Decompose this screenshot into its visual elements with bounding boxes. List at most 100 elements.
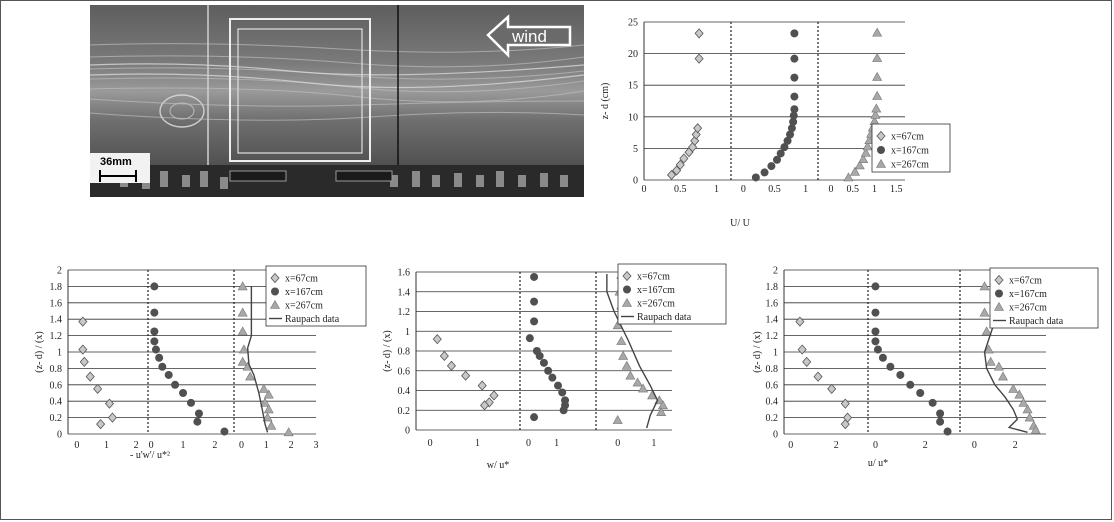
x-tick-label: 2	[212, 440, 217, 451]
legend-label: Raupach data	[637, 312, 692, 323]
series-x-67cm-point-2	[446, 360, 456, 371]
y-tick-label: 1.6	[766, 298, 779, 309]
series-x-267cm-point-4	[860, 147, 871, 157]
series-x-67cm-point-0	[78, 316, 88, 327]
series-x-167cm-point-4	[151, 345, 160, 354]
x-tick-label: 1	[803, 184, 808, 195]
series-x-167cm-point-14	[530, 413, 539, 422]
series-x-167cm-point-2	[530, 317, 539, 326]
series-x-167cm-point-8	[787, 124, 796, 133]
x-tick-label: 2	[289, 440, 294, 451]
series-x-67cm-point-0	[667, 169, 677, 181]
x-tick-label: 0	[788, 440, 793, 451]
legend-label: x=67cm	[891, 132, 924, 143]
series-x-167cm-point-3	[871, 337, 880, 346]
series-x-267cm-point-13	[283, 427, 294, 437]
series-x-67cm-point-3	[813, 371, 823, 382]
y-tick-label: 1.8	[766, 282, 779, 293]
y-tick-label: 0	[773, 430, 778, 441]
series-x-167cm-point-9	[554, 381, 562, 390]
x-tick-label: 0	[873, 440, 878, 451]
legend-marker-point-0	[270, 272, 280, 284]
series-x-267cm-point-2	[854, 160, 865, 170]
x-tick-label: 1	[554, 438, 559, 449]
legend-marker-point-2	[993, 301, 1005, 311]
photo-image: wind 36mm	[90, 5, 584, 197]
legend-label: x=267cm	[637, 299, 675, 310]
y-tick-label: 1	[773, 348, 778, 359]
series-x-267cm-point-1	[849, 166, 860, 176]
series-x-167cm-point-5	[878, 353, 887, 362]
x-tick-label: 1	[104, 440, 109, 451]
x-tick-label: 0	[428, 438, 433, 449]
series-x-267cm-point-11	[1024, 412, 1035, 422]
y-tick-label: 0.6	[398, 366, 411, 377]
series-x-167cm-point-13	[790, 73, 799, 82]
series-x-67cm-point-1	[78, 344, 88, 355]
x-tick-label: 0	[972, 440, 977, 451]
y-tick-label: 15	[628, 81, 638, 92]
series-x-267cm-point-14	[612, 415, 623, 424]
series-x-267cm-point-2	[237, 326, 248, 336]
legend-marker-point-1	[271, 287, 279, 296]
y-tick-label: 1.4	[766, 315, 779, 326]
series-x-267cm-point-4	[616, 336, 627, 345]
series-x-267cm-point-0	[979, 281, 990, 291]
series-x-267cm-point-9	[638, 383, 649, 393]
series-line-raupach-data	[606, 273, 659, 429]
series-line-raupach-data	[983, 286, 1028, 434]
y-tick-label: 0.4	[50, 397, 63, 408]
series-x-267cm-point-8	[632, 377, 643, 387]
x-tick-label: 0	[741, 184, 746, 195]
series-x-167cm-point-1	[871, 308, 880, 317]
series-x-267cm-point-12	[266, 420, 277, 430]
series-x-267cm-point-6	[621, 360, 632, 370]
series-x-267cm-point-4	[237, 356, 248, 366]
legend-label: x=167cm	[1009, 289, 1047, 300]
y-tick-label: 0.6	[766, 380, 779, 391]
series-x-167cm-point-11	[194, 409, 203, 418]
series-x-67cm-point-9	[694, 53, 704, 64]
legend-label: x=267cm	[285, 301, 323, 312]
x-tick-label: 0.5	[674, 184, 687, 195]
series-x-167cm-point-13	[943, 427, 952, 436]
series-x-67cm-point-4	[477, 380, 487, 391]
series-x-167cm-point-0	[530, 272, 539, 281]
series-x-167cm-point-6	[158, 362, 167, 371]
legend-label: x=67cm	[637, 272, 670, 283]
y-tick-label: 1	[405, 327, 410, 338]
x-tick-label: 0	[615, 438, 620, 449]
legend-label: Raupach data	[1009, 316, 1064, 327]
x-axis-label: - u'w'/ u*²	[130, 450, 170, 461]
y-axis-label: (z- d) / (x)	[752, 331, 763, 372]
legend-box	[989, 267, 1099, 329]
series-x-167cm-point-10	[789, 111, 798, 120]
y-tick-label: 1.8	[50, 282, 63, 293]
series-x-167cm-point-6	[783, 136, 792, 145]
series-x-67cm-point-6	[107, 412, 117, 423]
series-x-167cm-point-14	[790, 54, 799, 63]
series-x-167cm-point-6	[539, 358, 548, 367]
series-x-167cm-point-13	[220, 427, 229, 436]
series-x-267cm-point-7	[258, 383, 269, 393]
wind-tunnel-photo: wind 36mm	[90, 5, 584, 197]
series-x-267cm-point-7	[625, 370, 636, 380]
series-x-167cm-point-1	[530, 297, 539, 306]
legend-label: x=167cm	[637, 285, 675, 296]
series-x-267cm-point-3	[983, 344, 994, 354]
series-x-267cm-point-13	[872, 71, 883, 81]
legend-label: x=67cm	[285, 274, 318, 285]
series-x-67cm-point-1	[439, 350, 449, 362]
series-x-267cm-point-13	[656, 407, 667, 417]
series-x-267cm-point-9	[260, 397, 271, 407]
series-x-167cm-point-5	[155, 353, 164, 362]
x-tick-label: 1.5	[890, 184, 903, 195]
series-x-267cm-point-5	[993, 361, 1004, 371]
y-tick-label: 0.8	[398, 347, 411, 358]
series-x-167cm-point-12	[193, 417, 202, 426]
streamwise-velocity-chart: 0 0.2 0.4 0.6 0.8 1 1.2 1.4 1.6 1.8 2 0 2 0 2 0 2 x=67cm x…	[752, 266, 1099, 469]
series-x-267cm-point-3	[858, 154, 869, 163]
series-x-167cm-point-10	[187, 398, 195, 407]
legend-marker-point-2	[269, 299, 281, 309]
y-tick-label: 1.2	[50, 331, 63, 342]
